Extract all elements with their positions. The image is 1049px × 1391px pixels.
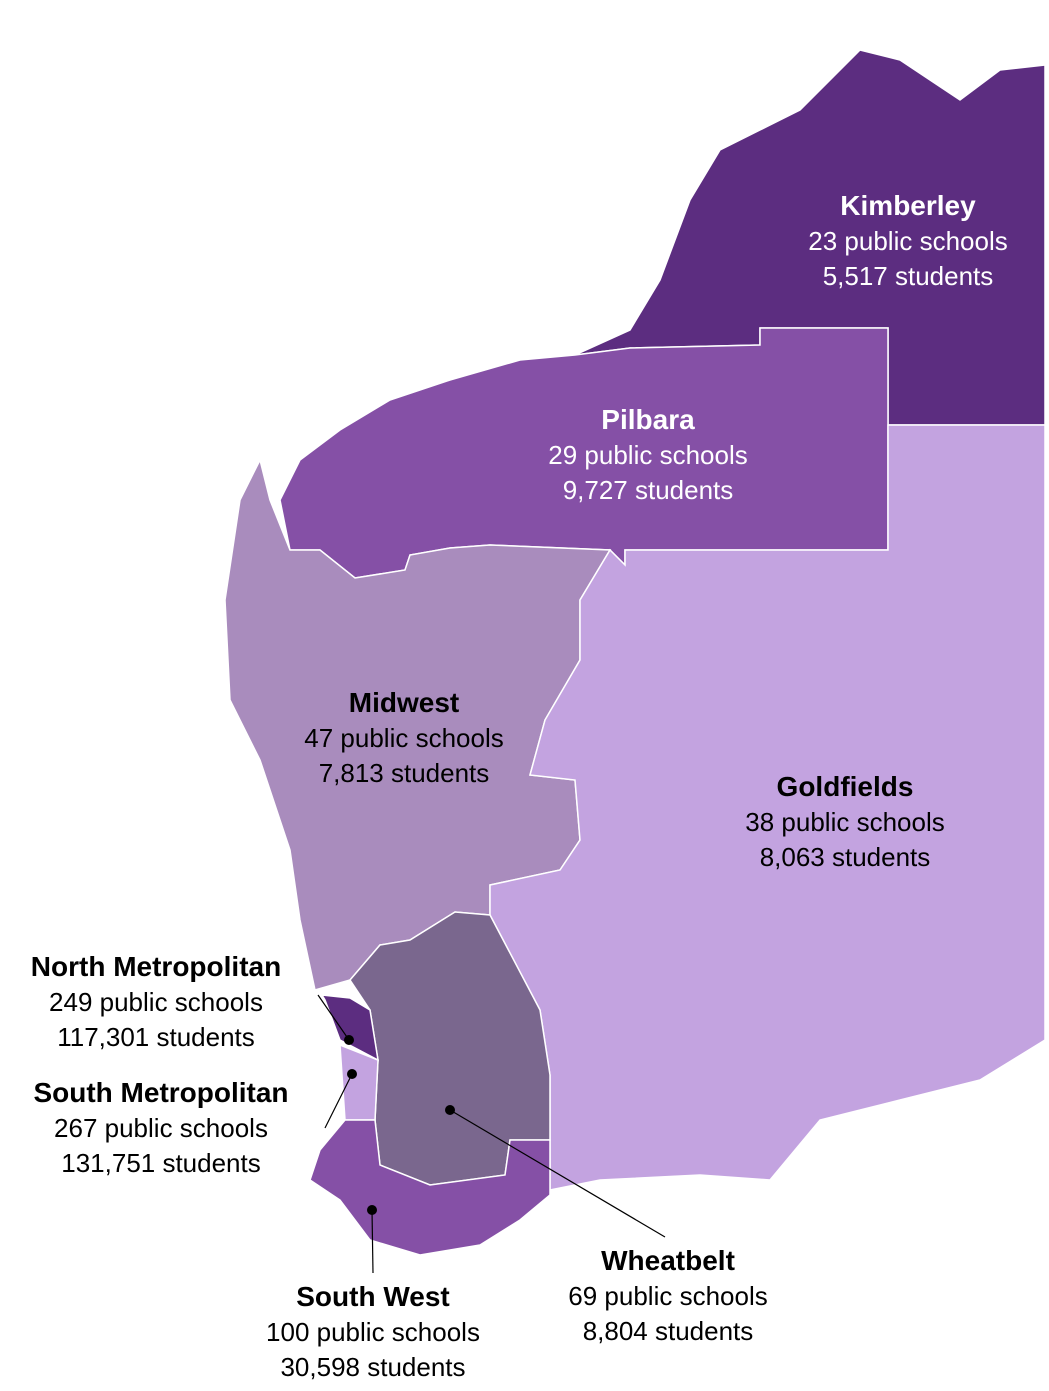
- region-students: 5,517 students: [823, 261, 994, 291]
- region-name: Midwest: [349, 687, 459, 718]
- region-students: 7,813 students: [319, 758, 490, 788]
- leader-line: [371, 1209, 374, 1274]
- region-name: Kimberley: [840, 190, 976, 221]
- region-schools: 267 public schools: [54, 1113, 268, 1143]
- leader-line: [449, 1109, 666, 1238]
- leader-dot: [445, 1105, 455, 1115]
- region-students: 30,598 students: [280, 1352, 465, 1382]
- region-goldfields: [489, 424, 1046, 1191]
- leader-dot: [344, 1035, 354, 1045]
- region-name: North Metropolitan: [31, 951, 281, 982]
- region-name: Pilbara: [601, 404, 695, 435]
- region-name: Goldfields: [777, 771, 914, 802]
- region-schools: 100 public schools: [266, 1317, 480, 1347]
- leader-dot: [367, 1205, 377, 1215]
- leader-dot: [347, 1069, 357, 1079]
- region-schools: 69 public schools: [568, 1281, 767, 1311]
- region-schools: 38 public schools: [745, 807, 944, 837]
- region-schools: 249 public schools: [49, 987, 263, 1017]
- region-students: 8,063 students: [760, 842, 931, 872]
- region-south-west: [309, 1119, 551, 1256]
- region-schools: 47 public schools: [304, 723, 503, 753]
- region-schools: 29 public schools: [548, 440, 747, 470]
- leader-line: [324, 1073, 353, 1129]
- region-schools: 23 public schools: [808, 226, 1007, 256]
- region-students: 117,301 students: [57, 1022, 255, 1052]
- leader-line: [317, 994, 350, 1041]
- region-students: 8,804 students: [583, 1316, 754, 1346]
- region-students: 9,727 students: [563, 475, 734, 505]
- region-name: South Metropolitan: [33, 1077, 288, 1108]
- region-name: South West: [296, 1281, 449, 1312]
- region-students: 131,751 students: [61, 1148, 261, 1178]
- region-name: Wheatbelt: [601, 1245, 735, 1276]
